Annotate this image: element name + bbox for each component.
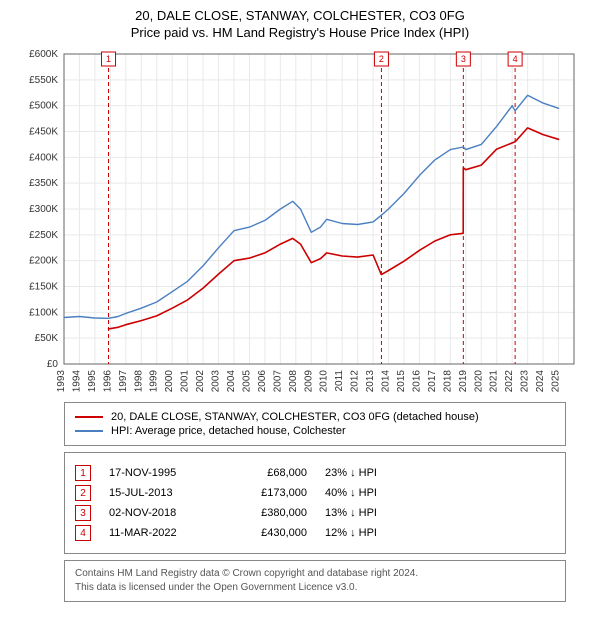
y-tick-label: £350K [29,178,58,189]
event-marker-number: 3 [461,54,466,64]
title-block: 20, DALE CLOSE, STANWAY, COLCHESTER, CO3… [14,8,586,40]
y-tick-label: £450K [29,127,58,138]
y-tick-label: £150K [29,282,58,293]
chart-container: 20, DALE CLOSE, STANWAY, COLCHESTER, CO3… [0,0,600,610]
event-marker: 1 [75,465,91,481]
y-tick-label: £250K [29,230,58,241]
x-tick-label: 2000 [164,370,175,393]
x-tick-label: 1994 [71,370,82,393]
x-tick-label: 2021 [489,370,500,393]
x-tick-label: 2012 [350,370,361,393]
x-tick-label: 2002 [195,370,206,393]
title-address: 20, DALE CLOSE, STANWAY, COLCHESTER, CO3… [14,8,586,23]
x-tick-label: 2011 [334,370,345,392]
event-date: 15-JUL-2013 [109,487,209,499]
y-tick-label: £200K [29,256,58,267]
x-tick-label: 2023 [520,370,531,393]
x-tick-label: 2001 [180,370,191,393]
event-price: £173,000 [227,487,307,499]
x-tick-label: 2018 [442,370,453,393]
legend-label: 20, DALE CLOSE, STANWAY, COLCHESTER, CO3… [111,411,479,423]
line-chart-svg: £0 £50K £100K £150K £200K £250K £300K £350K £400… [14,44,586,394]
x-tick-label: 2004 [226,370,237,393]
event-price: £68,000 [227,467,307,479]
x-tick-label: 2020 [473,370,484,393]
event-diff: 13% ↓ HPI [325,507,555,519]
event-date: 11-MAR-2022 [109,527,209,539]
event-diff: 40% ↓ HPI [325,487,555,499]
x-tick-label: 2013 [365,370,376,393]
x-tick-label: 2024 [535,370,546,393]
x-tick-label: 2025 [551,370,562,393]
event-diff: 23% ↓ HPI [325,467,555,479]
legend-row: 20, DALE CLOSE, STANWAY, COLCHESTER, CO3… [75,411,555,423]
event-marker: 4 [75,525,91,541]
x-tick-label: 2022 [504,370,515,393]
x-tick-label: 2019 [458,370,469,393]
y-tick-label: £400K [29,152,58,163]
title-subtitle: Price paid vs. HM Land Registry's House … [14,25,586,40]
y-tick-label: £100K [29,307,58,318]
event-price: £380,000 [227,507,307,519]
event-marker-number: 1 [106,54,111,64]
events-table: 1 17-NOV-1995 £68,000 23% ↓ HPI 2 15-JUL-2013… [64,452,566,554]
event-row: 4 11-MAR-2022 £430,000 12% ↓ HPI [75,525,555,541]
legend-swatch [75,430,103,432]
x-tick-label: 1996 [102,370,113,393]
x-tick-label: 1995 [87,370,98,393]
legend-swatch [75,416,103,418]
y-tick-label: £600K [29,49,58,60]
event-price: £430,000 [227,527,307,539]
x-tick-label: 2003 [211,370,222,393]
x-tick-label: 2008 [288,370,299,393]
footer-line-2: This data is licensed under the Open Gov… [75,581,555,595]
x-tick-label: 2015 [396,370,407,393]
event-marker-number: 2 [379,54,384,64]
event-marker: 3 [75,505,91,521]
event-row: 1 17-NOV-1995 £68,000 23% ↓ HPI [75,465,555,481]
legend-label: HPI: Average price, detached house, Colc… [111,425,346,437]
event-diff: 12% ↓ HPI [325,527,555,539]
y-tick-label: £550K [29,75,58,86]
x-tick-label: 1998 [133,370,144,393]
event-row: 3 02-NOV-2018 £380,000 13% ↓ HPI [75,505,555,521]
event-marker: 2 [75,485,91,501]
x-tick-label: 2005 [241,370,252,393]
chart-area: £0 £50K £100K £150K £200K £250K £300K £350K £400… [14,44,586,394]
legend-box: 20, DALE CLOSE, STANWAY, COLCHESTER, CO3… [64,402,566,446]
y-tick-label: £0 [47,359,59,370]
event-marker-number: 4 [513,54,518,64]
event-date: 02-NOV-2018 [109,507,209,519]
y-tick-label: £50K [35,333,59,344]
x-tick-label: 2014 [381,370,392,393]
event-date: 17-NOV-1995 [109,467,209,479]
x-tick-label: 1999 [149,370,160,393]
x-tick-label: 1997 [118,370,129,393]
x-tick-label: 2010 [319,370,330,393]
x-tick-label: 2016 [411,370,422,393]
x-tick-label: 2006 [257,370,268,393]
x-tick-label: 2017 [427,370,438,393]
attribution-footer: Contains HM Land Registry data © Crown c… [64,560,566,602]
y-tick-label: £300K [29,204,58,215]
x-tick-label: 1993 [56,370,67,393]
x-tick-label: 2007 [272,370,283,393]
legend-row: HPI: Average price, detached house, Colc… [75,425,555,437]
x-tick-label: 2009 [303,370,314,393]
y-tick-label: £500K [29,101,58,112]
footer-line-1: Contains HM Land Registry data © Crown c… [75,567,555,581]
event-row: 2 15-JUL-2013 £173,000 40% ↓ HPI [75,485,555,501]
